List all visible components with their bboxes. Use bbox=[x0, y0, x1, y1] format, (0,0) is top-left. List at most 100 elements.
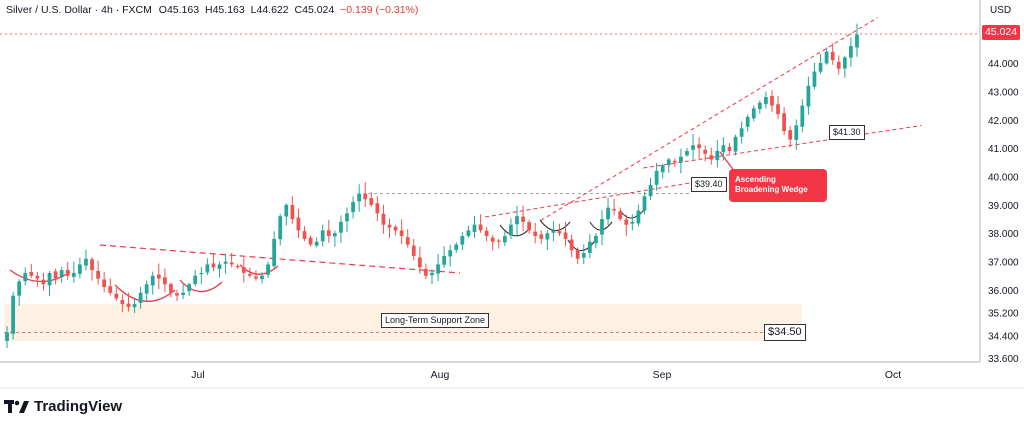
candle-body[interactable] bbox=[357, 193, 362, 202]
candle-body[interactable] bbox=[703, 149, 708, 154]
candle-body[interactable] bbox=[436, 264, 440, 274]
candle-body[interactable] bbox=[175, 293, 179, 296]
candle-body[interactable] bbox=[855, 34, 859, 48]
candle-body[interactable] bbox=[569, 239, 574, 251]
candle-body[interactable] bbox=[600, 219, 604, 235]
support-zone-label[interactable]: Long-Term Support Zone bbox=[381, 313, 490, 328]
candle-body[interactable] bbox=[120, 299, 125, 305]
candle-body[interactable] bbox=[460, 236, 465, 245]
candle-body[interactable] bbox=[59, 270, 64, 278]
symbol-header[interactable]: Silver / U.S. Dollar · 4h · FXCM O45.163… bbox=[6, 4, 418, 16]
candle-body[interactable] bbox=[448, 250, 453, 257]
candle-body[interactable] bbox=[575, 250, 580, 259]
candle-body[interactable] bbox=[648, 185, 653, 197]
candle-body[interactable] bbox=[23, 272, 28, 282]
candle-body[interactable] bbox=[709, 155, 714, 160]
candle-body[interactable] bbox=[320, 230, 325, 242]
candles[interactable] bbox=[5, 23, 859, 348]
candle-body[interactable] bbox=[411, 245, 416, 256]
candle-body[interactable] bbox=[5, 332, 9, 341]
candle-body[interactable] bbox=[466, 230, 471, 237]
candle-body[interactable] bbox=[126, 303, 131, 307]
candle-body[interactable] bbox=[29, 271, 34, 276]
candle-body[interactable] bbox=[824, 51, 829, 64]
wedge-lower-label[interactable]: $41.30 bbox=[829, 125, 865, 140]
candle-body[interactable] bbox=[502, 236, 507, 243]
candle-body[interactable] bbox=[138, 292, 143, 303]
candle-body[interactable] bbox=[757, 102, 762, 110]
candle-body[interactable] bbox=[782, 113, 786, 132]
candle-body[interactable] bbox=[721, 145, 726, 153]
candle-body[interactable] bbox=[211, 263, 216, 268]
candle-body[interactable] bbox=[849, 46, 853, 58]
candle-body[interactable] bbox=[405, 237, 410, 245]
candle-body[interactable] bbox=[794, 125, 799, 140]
candle-body[interactable] bbox=[102, 279, 107, 288]
candle-body[interactable] bbox=[472, 224, 477, 232]
candle-body[interactable] bbox=[78, 264, 82, 274]
candle-body[interactable] bbox=[132, 304, 137, 308]
candle-body[interactable] bbox=[162, 277, 167, 285]
candle-body[interactable] bbox=[587, 241, 592, 253]
tradingview-logo[interactable]: TradingView bbox=[4, 398, 122, 415]
candle-body[interactable] bbox=[339, 221, 343, 233]
candle-body[interactable] bbox=[332, 233, 337, 237]
candle-body[interactable] bbox=[788, 130, 793, 140]
candle-body[interactable] bbox=[241, 267, 246, 273]
candle-body[interactable] bbox=[150, 275, 155, 286]
candle-body[interactable] bbox=[660, 165, 665, 173]
candle-body[interactable] bbox=[393, 226, 398, 231]
candle-body[interactable] bbox=[53, 271, 58, 279]
candle-body[interactable] bbox=[490, 237, 495, 242]
candle-body[interactable] bbox=[278, 216, 283, 240]
candle-body[interactable] bbox=[223, 261, 228, 264]
candle-body[interactable] bbox=[715, 150, 720, 161]
candle-body[interactable] bbox=[41, 279, 46, 285]
candle-body[interactable] bbox=[679, 156, 683, 163]
candle-body[interactable] bbox=[193, 275, 198, 284]
candle-body[interactable] bbox=[764, 97, 768, 105]
candle-body[interactable] bbox=[727, 146, 732, 151]
symbol-title[interactable]: Silver / U.S. Dollar · 4h · FXCM bbox=[6, 4, 152, 16]
candle-body[interactable] bbox=[108, 286, 113, 293]
candle-body[interactable] bbox=[484, 230, 489, 237]
candle-body[interactable] bbox=[672, 160, 677, 163]
candle-body[interactable] bbox=[818, 63, 823, 72]
candle-body[interactable] bbox=[71, 272, 76, 277]
candle-body[interactable] bbox=[533, 231, 538, 237]
resistance-level-label[interactable]: $39.40 bbox=[691, 177, 727, 192]
candle-body[interactable] bbox=[229, 262, 234, 265]
candle-body[interactable] bbox=[217, 264, 222, 269]
candle-body[interactable] bbox=[830, 51, 835, 61]
candle-body[interactable] bbox=[381, 213, 386, 225]
candle-body[interactable] bbox=[369, 198, 374, 205]
candle-body[interactable] bbox=[266, 264, 270, 275]
candle-body[interactable] bbox=[375, 203, 380, 214]
candle-body[interactable] bbox=[302, 231, 307, 239]
candle-body[interactable] bbox=[642, 196, 647, 211]
candle-body[interactable] bbox=[363, 193, 368, 200]
candle-body[interactable] bbox=[618, 211, 623, 220]
wedge-lower-line[interactable] bbox=[643, 124, 922, 169]
candle-body[interactable] bbox=[606, 207, 610, 220]
candle-body[interactable] bbox=[739, 128, 744, 137]
candle-body[interactable] bbox=[290, 205, 295, 220]
candle-body[interactable] bbox=[326, 230, 331, 237]
candle-body[interactable] bbox=[624, 219, 629, 225]
candle-body[interactable] bbox=[296, 217, 301, 231]
candle-body[interactable] bbox=[442, 255, 447, 265]
candle-body[interactable] bbox=[254, 276, 258, 279]
candle-body[interactable] bbox=[612, 209, 617, 211]
candle-body[interactable] bbox=[424, 268, 428, 276]
candle-body[interactable] bbox=[345, 213, 349, 222]
rising-trendline[interactable] bbox=[484, 182, 691, 218]
candle-body[interactable] bbox=[284, 204, 289, 217]
candle-body[interactable] bbox=[594, 236, 598, 244]
candle-body[interactable] bbox=[685, 150, 689, 156]
candle-body[interactable] bbox=[169, 284, 173, 293]
candle-body[interactable] bbox=[144, 284, 149, 294]
candle-body[interactable] bbox=[563, 232, 568, 239]
candle-body[interactable] bbox=[235, 265, 240, 268]
candle-body[interactable] bbox=[96, 270, 100, 279]
candle-body[interactable] bbox=[806, 85, 811, 107]
